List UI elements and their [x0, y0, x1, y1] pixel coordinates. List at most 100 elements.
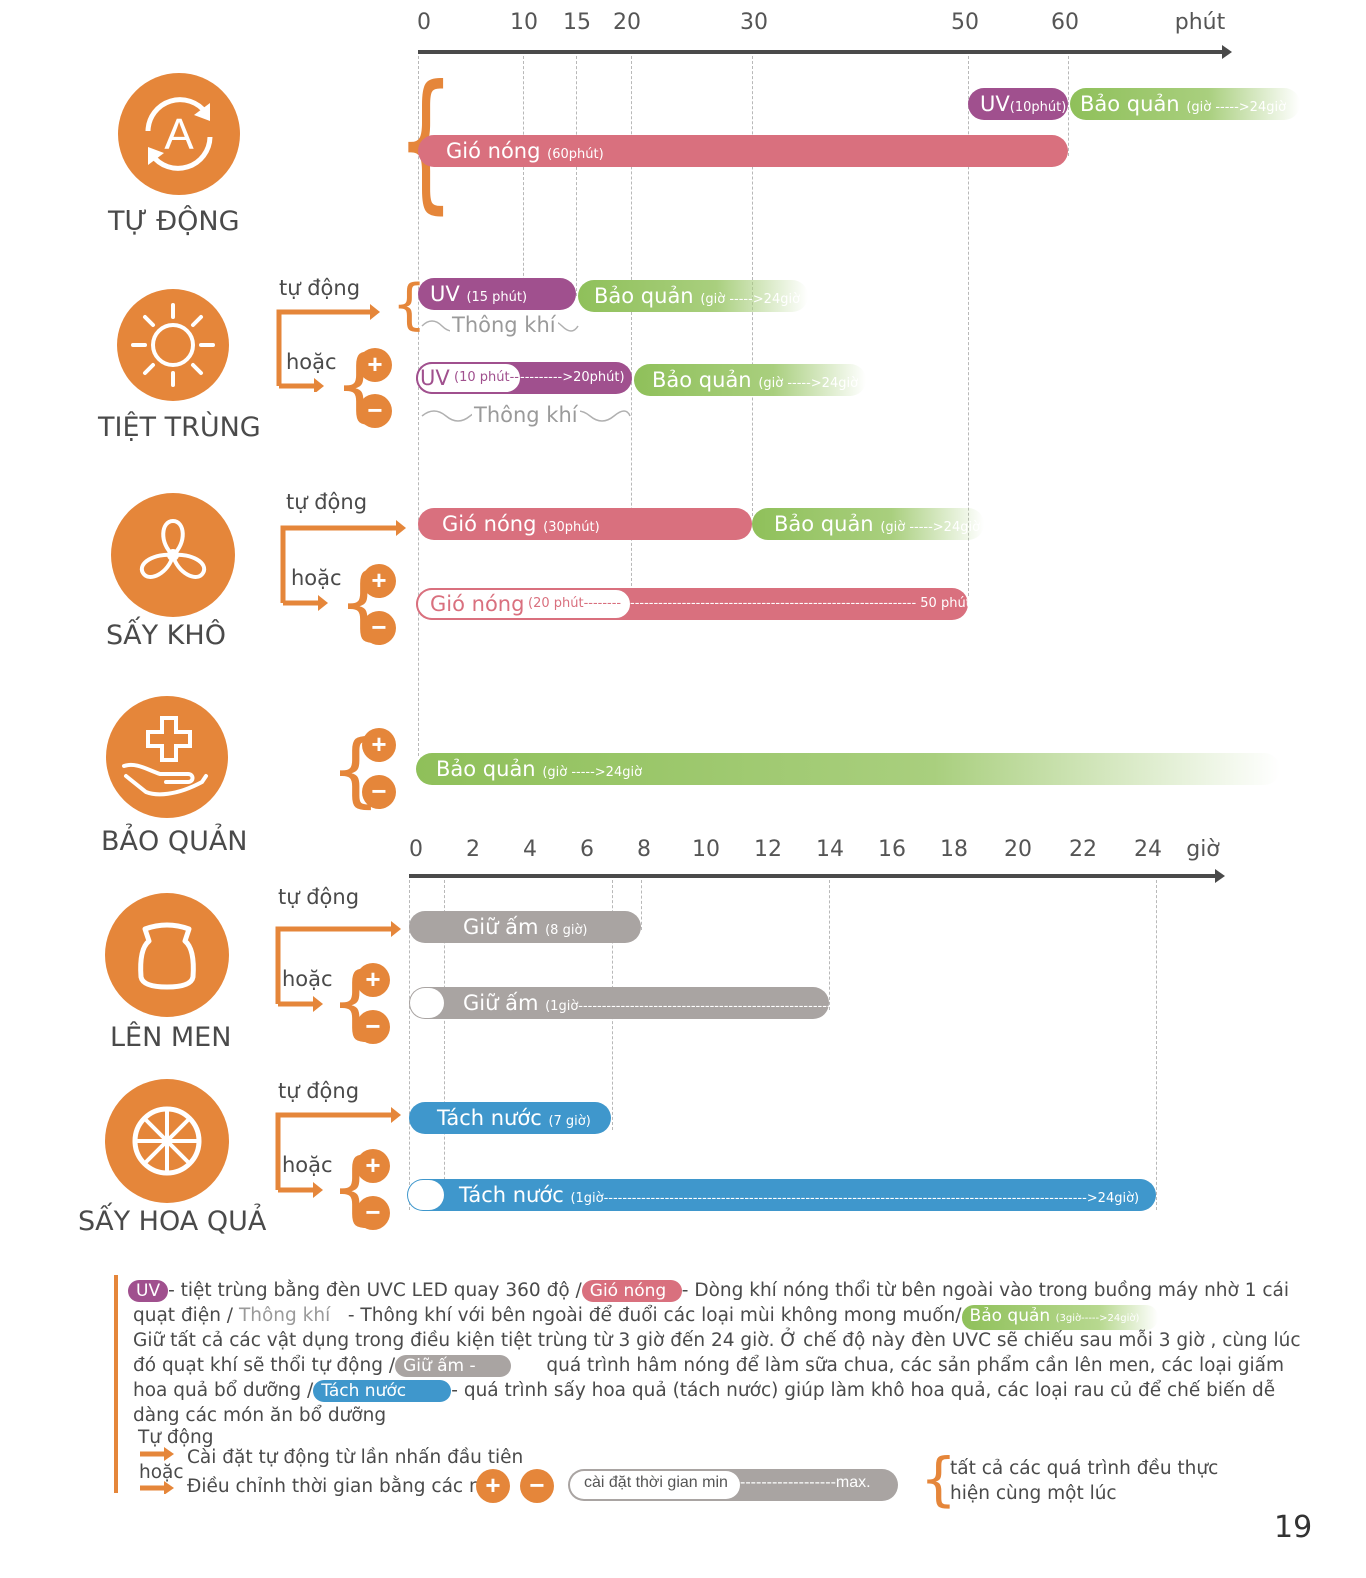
plus-button[interactable]: +	[356, 1149, 390, 1183]
sterilize-mode-icon[interactable]	[117, 289, 229, 401]
minute-tick: 30	[740, 10, 768, 35]
minute-axis-line	[418, 45, 1232, 59]
or-label: hoặc	[291, 566, 342, 590]
gridline	[444, 880, 445, 1210]
legend-line-4: đó quạt khí sẽ thổi tự động / Giữ ấm - qu…	[133, 1355, 1285, 1377]
auto-a-icon: A	[145, 97, 213, 171]
mode-label-fruit-dry: SẤY HOA QUẢ	[78, 1206, 267, 1237]
hour-tick: 8	[637, 837, 651, 862]
legend-auto-desc: Cài đặt tự động từ lần nhấn đầu tiên	[187, 1447, 524, 1468]
gridline	[409, 880, 410, 1210]
bar-bao-quan: Bảo quản (giờ ----->24giờ	[1070, 88, 1300, 120]
gridline	[641, 880, 642, 930]
or-label: hoặc	[282, 967, 333, 991]
plus-button[interactable]: +	[362, 728, 396, 762]
minus-button[interactable]: −	[362, 611, 396, 645]
minute-tick: 50	[951, 10, 979, 35]
bar-bao-quan: Bảo quản (giờ ----->24giờ	[416, 753, 1280, 785]
hour-tick: 0	[409, 837, 423, 862]
gridline	[576, 56, 577, 296]
plus-button[interactable]: +	[358, 348, 392, 382]
bar-gio-nong: Gió nóng (60phút)	[418, 135, 1068, 167]
minus-button[interactable]: −	[358, 394, 392, 428]
plus-button[interactable]: +	[362, 564, 396, 598]
bar-uv: UV(10phút)	[968, 88, 1068, 120]
hour-tick: 20	[1004, 837, 1032, 862]
minute-tick: 15	[563, 10, 591, 35]
legend-auto-title: Tự động	[138, 1427, 214, 1448]
gridline	[631, 56, 632, 596]
hour-tick: 18	[940, 837, 968, 862]
bar-uv-range: UV (10 phút-- --------->20phút)	[416, 362, 632, 394]
svg-text:A: A	[164, 110, 194, 159]
mode-label-ferment: LÊN MEN	[110, 1022, 232, 1053]
bar-gio-nong: Gió nóng (30phút)	[418, 508, 752, 540]
legend-manual-desc: Điều chỉnh thời gian bằng các nút	[187, 1476, 500, 1497]
legend-line-1: UV - tiệt trùng bằng đèn UVC LED quay 360…	[128, 1278, 1289, 1303]
arrow-connector-icon	[275, 921, 401, 1012]
ferment-mode-icon[interactable]	[105, 893, 229, 1017]
range-start-marker	[416, 362, 522, 394]
legend-arrows-icon	[140, 1447, 174, 1494]
plus-button: +	[476, 1469, 510, 1503]
auto-label: tự động	[278, 1079, 360, 1103]
citrus-icon	[132, 1106, 202, 1176]
tach-nuoc-chip: Tách nước	[313, 1380, 452, 1402]
minus-button[interactable]: −	[356, 1196, 390, 1230]
legend-line-6: dàng các món ăn bổ dưỡng	[133, 1405, 387, 1426]
bar-tach-nuoc: Tách nước (7 giờ)	[409, 1102, 611, 1134]
bar-bao-quan: Bảo quản (giờ ----->24giờ	[634, 364, 866, 396]
minute-tick: 20	[613, 10, 641, 35]
bar-bao-quan: Bảo quản (giờ ----->24giờ	[578, 280, 808, 312]
auto-mode-icon[interactable]: A	[118, 73, 240, 195]
bar-bao-quan: Bảo quản (giờ ----->24giờ	[752, 508, 984, 540]
brace-icon: {	[920, 1445, 957, 1513]
preserve-mode-icon[interactable]	[106, 696, 228, 818]
ventilation-label: Thông khí	[472, 403, 580, 427]
hour-tick: 2	[466, 837, 480, 862]
sun-icon	[131, 303, 215, 387]
range-start-marker	[416, 588, 632, 620]
hour-tick: 4	[523, 837, 537, 862]
gridline	[829, 880, 830, 1010]
legend-line-3: Giữ tất cả các vật dụng trong điều kiện …	[133, 1330, 1301, 1351]
hand-plus-icon	[122, 716, 208, 797]
mode-label-sterilize: TIỆT TRÙNG	[98, 412, 261, 443]
hour-tick: 16	[878, 837, 906, 862]
range-start-marker	[410, 988, 444, 1018]
bar-giu-am-range: Giữ ấm (1giờ----------------------------…	[409, 987, 829, 1019]
legend-brace-text-2: hiện cùng một lúc	[950, 1483, 1117, 1504]
minus-button[interactable]: −	[356, 1010, 390, 1044]
gridline	[418, 56, 419, 756]
hour-unit: giờ	[1186, 837, 1220, 862]
range-start-marker	[570, 1471, 740, 1499]
mode-label-dry: SẤY KHÔ	[106, 620, 226, 651]
bar-gio-nong-range: Gió nóng (20 phút-------- --------------…	[416, 588, 968, 620]
bar-uv: UV (15 phút)	[418, 278, 576, 310]
legend-rule	[114, 1275, 118, 1493]
legend-line-5: hoa quả bổ dưỡng / Tách nước - quá trình s…	[133, 1380, 1276, 1402]
minute-tick: 10	[510, 10, 538, 35]
gio-nong-chip: Gió nóng	[581, 1280, 682, 1302]
bao-quan-chip: Bảo quản (3giờ----->24giờ)	[961, 1305, 1158, 1330]
uv-chip: UV	[128, 1280, 169, 1302]
plus-button[interactable]: +	[356, 963, 390, 997]
or-label: hoặc	[282, 1153, 333, 1177]
hour-tick: 24	[1134, 837, 1162, 862]
auto-label: tự động	[286, 490, 368, 514]
jar-icon	[138, 922, 196, 990]
dry-mode-icon[interactable]	[111, 493, 235, 617]
minus-button[interactable]: −	[362, 775, 396, 809]
minute-tick: 0	[417, 10, 431, 35]
giu-am-chip: Giữ ấm -	[395, 1355, 512, 1377]
legend-range-pill: cài đặt thời gian min ------------------…	[568, 1469, 898, 1501]
range-start-marker	[408, 1180, 444, 1210]
arrow-connector-icon	[280, 520, 406, 611]
bar-tach-nuoc-range: Tách nước (1giờ-------------------------…	[407, 1179, 1156, 1211]
minute-unit: phút	[1174, 10, 1226, 35]
arrow-connector-icon	[275, 1107, 401, 1198]
hour-axis-line	[409, 869, 1225, 883]
minute-tick: 60	[1051, 10, 1079, 35]
fruit-dry-mode-icon[interactable]	[105, 1079, 229, 1203]
hour-tick: 22	[1069, 837, 1097, 862]
